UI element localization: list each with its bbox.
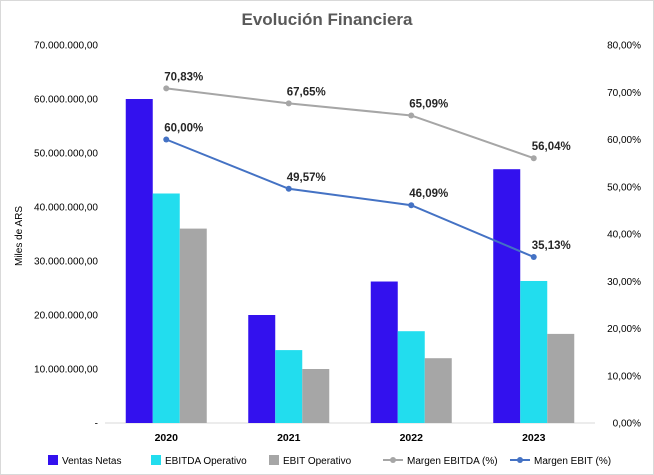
marker-margen-ebitda-pct-2021: [285, 100, 292, 107]
bar-ventas-netas-2023: [493, 169, 521, 423]
category-labels: 2020 2021 2022 2023: [155, 432, 546, 444]
left-tick-label: 10.000.000,00: [34, 365, 98, 376]
legend: Ventas Netas EBITDA Operativo EBIT Operati…: [48, 455, 611, 467]
bar-series: [125, 99, 575, 423]
legend-label-margen-ebitda-pct: Margen EBITDA (%): [407, 456, 498, 467]
bar-ebitda-operativo-2022: [397, 331, 425, 423]
left-axis-ticks: - 10.000.000,00 20.000.000,00 30.000.000,00…: [34, 41, 98, 430]
bar-ebitda-operativo-2023: [520, 280, 548, 423]
bar-ebit-operativo-2021: [302, 369, 330, 423]
category-label: 2021: [277, 432, 301, 444]
right-tick-label: 20,00%: [607, 324, 641, 335]
line-margen-ebit-pct: [165, 138, 535, 258]
chart-title: Evolución Financiera: [242, 10, 414, 29]
data-label-margen-ebit-pct-2023: 35,13%: [532, 240, 571, 252]
legend-marker-margen-ebit-pct: [517, 457, 523, 463]
right-tick-label: 10,00%: [607, 371, 641, 382]
marker-margen-ebitda-pct-2022: [408, 112, 415, 119]
right-tick-label: 40,00%: [607, 230, 641, 241]
legend-label-ebit-operativo: EBIT Operativo: [283, 456, 352, 467]
right-axis-ticks: 0,00% 10,00% 20,00% 30,00% 40,00% 50,00% 60,00…: [607, 41, 641, 430]
legend-label-ventas-netas: Ventas Netas: [62, 456, 121, 467]
marker-margen-ebit-pct-2020: [163, 136, 170, 143]
left-tick-label: 20.000.000,00: [34, 311, 98, 322]
legend-marker-margen-ebitda-pct: [390, 457, 396, 463]
data-label-margen-ebitda-pct-2021: 67,65%: [287, 86, 326, 98]
legend-swatch-ventas-netas: [48, 455, 58, 465]
legend-label-margen-ebit-pct: Margen EBIT (%): [534, 456, 611, 467]
left-tick-label: -: [95, 419, 98, 430]
data-label-margen-ebit-pct-2020: 60,00%: [164, 123, 203, 135]
line-series: 70,83% 67,65% 65,09% 56,04% 60,00% 49,57% 46,0…: [163, 71, 571, 261]
legend-swatch-ebit-operativo: [269, 455, 279, 465]
right-tick-label: 80,00%: [607, 41, 641, 52]
right-tick-label: 70,00%: [607, 88, 641, 99]
category-label: 2020: [155, 432, 179, 444]
marker-margen-ebit-pct-2021: [285, 185, 292, 192]
data-label-margen-ebit-pct-2021: 49,57%: [287, 172, 326, 184]
line-margen-ebitda-pct: [166, 87, 535, 160]
left-tick-label: 30.000.000,00: [34, 257, 98, 268]
bar-ebitda-operativo-2021: [275, 350, 303, 423]
bar-ebitda-operativo-2020: [152, 193, 180, 423]
data-label-margen-ebitda-pct-2023: 56,04%: [532, 141, 571, 153]
y-axis-title: Miles de ARS: [14, 206, 25, 266]
category-label: 2023: [522, 432, 546, 444]
marker-margen-ebit-pct-2022: [408, 202, 415, 209]
bar-ebit-operativo-2020: [179, 228, 207, 423]
data-label-margen-ebit-pct-2022: 46,09%: [409, 188, 448, 200]
legend-swatch-ebitda-operativo: [151, 455, 161, 465]
left-tick-label: 40.000.000,00: [34, 203, 98, 214]
bar-ventas-netas-2021: [248, 315, 276, 423]
legend-label-ebitda-operativo: EBITDA Operativo: [165, 456, 247, 467]
marker-margen-ebitda-pct-2023: [530, 155, 537, 162]
bar-ventas-netas-2022: [370, 281, 398, 423]
right-tick-label: 0,00%: [613, 419, 641, 430]
bar-ebit-operativo-2023: [547, 333, 575, 423]
data-label-margen-ebitda-pct-2022: 65,09%: [409, 98, 448, 110]
marker-margen-ebitda-pct-2020: [163, 85, 170, 92]
right-tick-label: 30,00%: [607, 277, 641, 288]
bar-ventas-netas-2020: [125, 99, 153, 423]
category-label: 2022: [400, 432, 424, 444]
right-tick-label: 60,00%: [607, 135, 641, 146]
left-tick-label: 60.000.000,00: [34, 95, 98, 106]
right-tick-label: 50,00%: [607, 182, 641, 193]
marker-margen-ebit-pct-2023: [530, 254, 537, 261]
left-tick-label: 70.000.000,00: [34, 41, 98, 52]
data-label-margen-ebitda-pct-2020: 70,83%: [164, 71, 203, 83]
left-tick-label: 50.000.000,00: [34, 149, 98, 160]
bar-ebit-operativo-2022: [424, 358, 452, 423]
